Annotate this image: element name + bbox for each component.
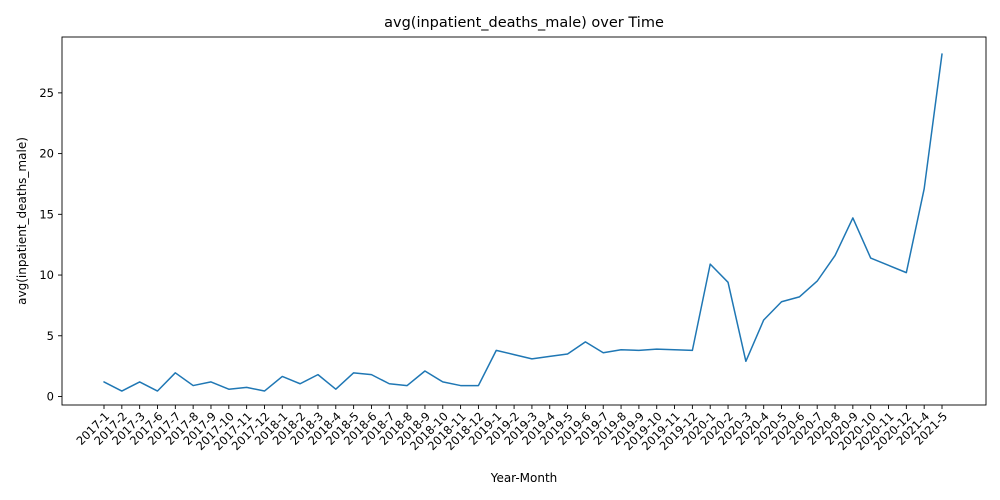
x-axis-label: Year-Month — [490, 471, 558, 485]
chart-title: avg(inpatient_deaths_male) over Time — [384, 15, 664, 31]
y-axis-label: avg(inpatient_deaths_male) — [15, 137, 29, 305]
axes-frame — [61, 36, 987, 406]
y-tick-label: 5 — [47, 329, 54, 343]
data-series-line — [103, 53, 943, 392]
y-tick-label: 25 — [39, 86, 54, 100]
plot-area: 05101520252017-12017-22017-32017-62017-7… — [39, 36, 987, 453]
y-tick-label: 0 — [47, 389, 54, 403]
y-tick-label: 10 — [39, 268, 54, 282]
y-tick-label: 20 — [39, 147, 54, 161]
y-tick-label: 15 — [39, 207, 54, 221]
